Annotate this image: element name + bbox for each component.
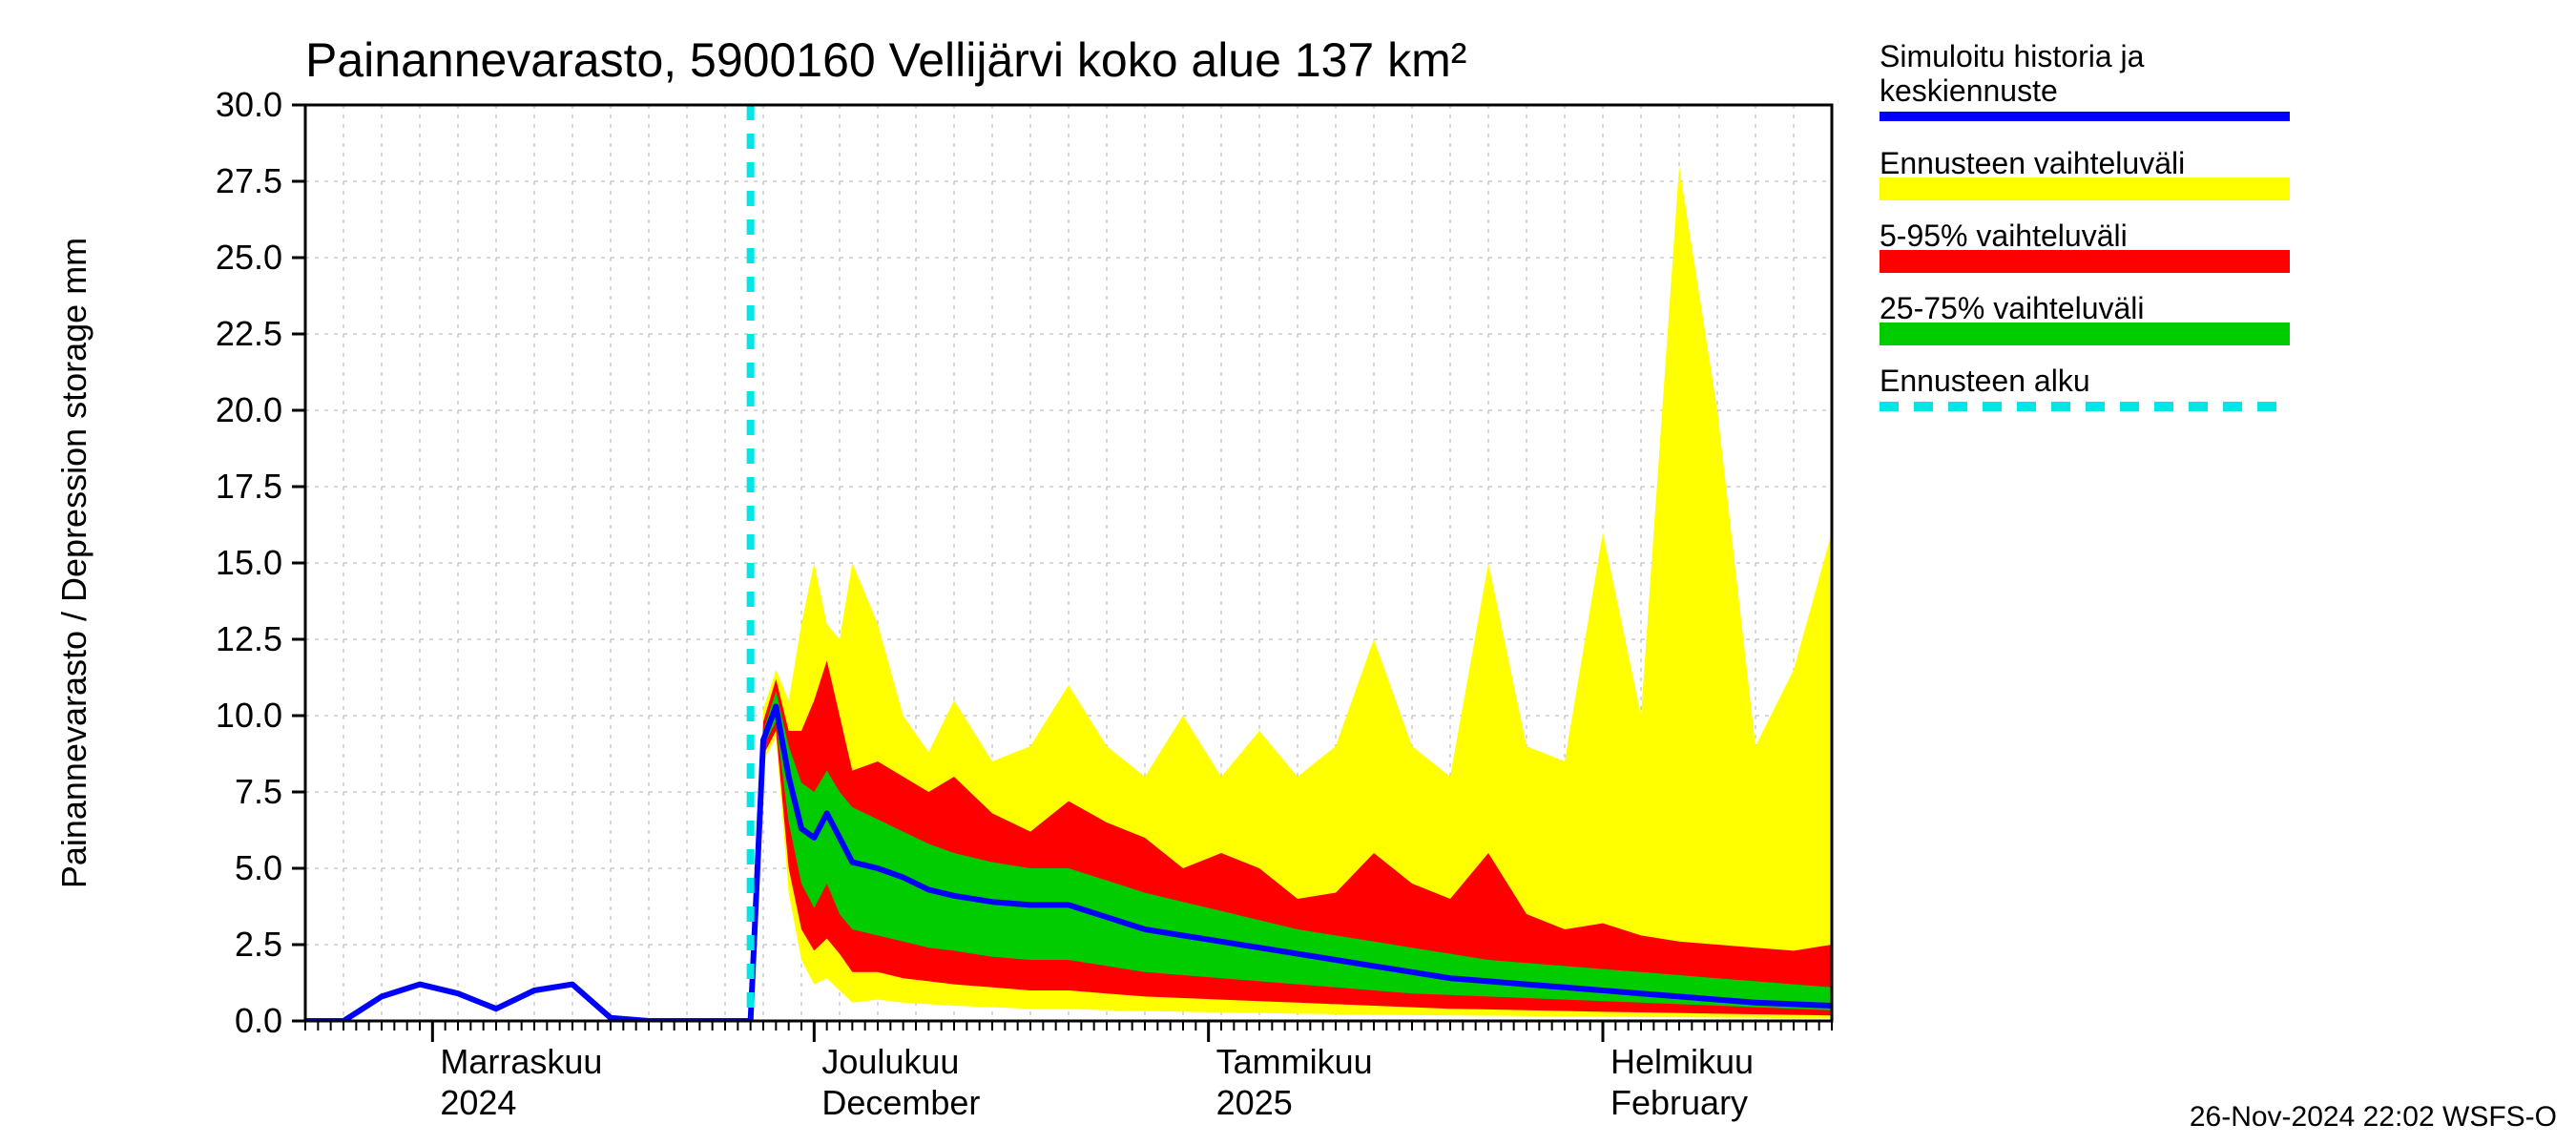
x-month-label-top: Tammikuu [1216, 1042, 1373, 1081]
y-tick-label: 15.0 [216, 543, 282, 582]
legend-label: 5-95% vaihteluväli [1880, 219, 2128, 253]
legend-swatch-band [1880, 323, 2290, 345]
x-month-label-bottom: December [821, 1083, 980, 1122]
legend-label: 25-75% vaihteluväli [1880, 291, 2145, 325]
y-tick-label: 2.5 [235, 925, 282, 964]
legend-swatch-band [1880, 250, 2290, 273]
y-tick-label: 30.0 [216, 85, 282, 124]
legend-label: Simuloitu historia ja [1880, 39, 2145, 73]
legend-label: keskiennuste [1880, 73, 2058, 108]
chart-svg: 0.0 2.5 5.0 7.5 10.0 12.5 15.0 17.5 20.0 22.5 25.0… [0, 0, 2576, 1145]
y-tick-label: 22.5 [216, 314, 282, 353]
y-tick-label: 5.0 [235, 848, 282, 887]
x-month-label-top: Helmikuu [1610, 1042, 1754, 1081]
chart-container: 0.0 2.5 5.0 7.5 10.0 12.5 15.0 17.5 20.0 22.5 25.0… [0, 0, 2576, 1145]
y-tick-label: 7.5 [235, 772, 282, 811]
y-tick-label: 0.0 [235, 1001, 282, 1040]
y-tick-label: 20.0 [216, 390, 282, 429]
x-month-label-top: Marraskuu [440, 1042, 602, 1081]
y-tick-label: 12.5 [216, 619, 282, 658]
x-month-label-bottom: 2024 [440, 1083, 516, 1122]
legend-swatch-band [1880, 177, 2290, 200]
y-axis-label: Painannevarasto / Depression storage mm [54, 238, 93, 888]
legend-label: Ennusteen alku [1880, 364, 2090, 398]
x-month-label-top: Joulukuu [821, 1042, 959, 1081]
footer-timestamp: 26-Nov-2024 22:02 WSFS-O [2190, 1101, 2557, 1133]
x-month-label-bottom: February [1610, 1083, 1748, 1122]
legend-label: Ennusteen vaihteluväli [1880, 146, 2185, 180]
y-tick-label: 25.0 [216, 238, 282, 277]
y-tick-label: 17.5 [216, 467, 282, 506]
chart-title: Painannevarasto, 5900160 Vellijärvi koko… [305, 33, 1466, 87]
y-tick-label: 27.5 [216, 161, 282, 200]
y-tick-label: 10.0 [216, 696, 282, 735]
x-month-label-bottom: 2025 [1216, 1083, 1293, 1122]
